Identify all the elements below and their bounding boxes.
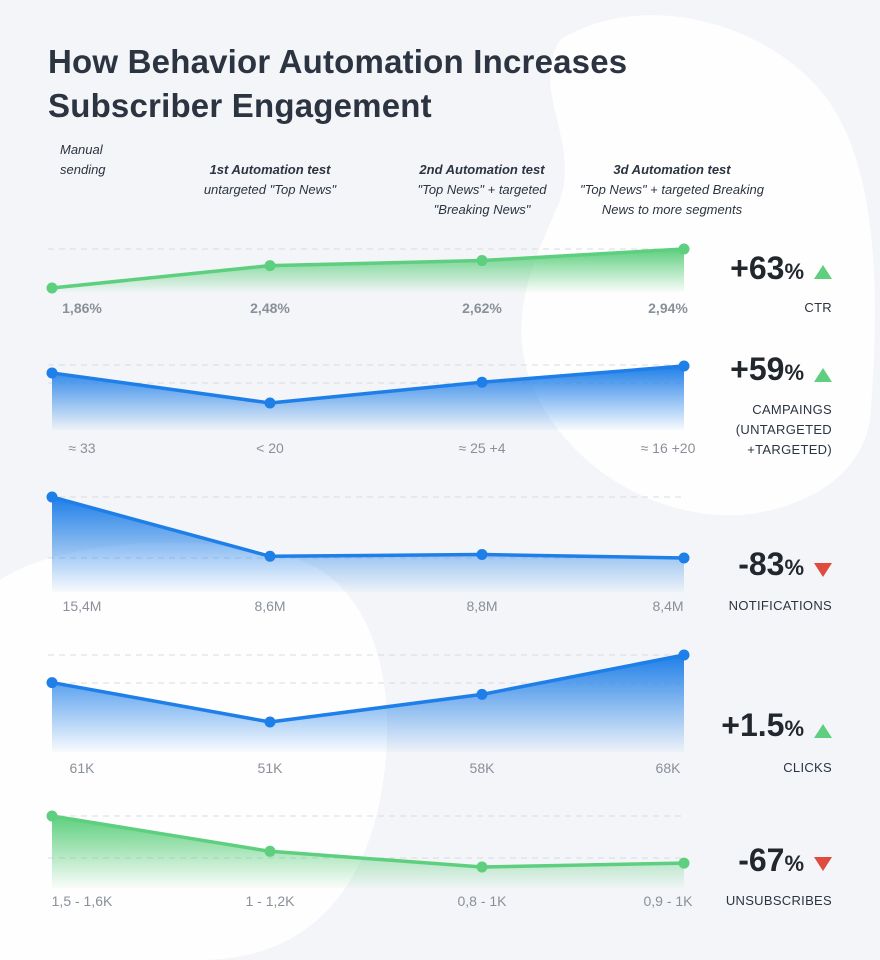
chart-panel-unsubscribes: 1,5 - 1,6K 1 - 1,2K 0,8 - 1K 0,9 - 1K	[46, 810, 693, 909]
data-point	[264, 716, 276, 728]
data-point	[264, 550, 276, 562]
change-unit: %	[784, 851, 804, 876]
data-label: 61K	[70, 760, 96, 776]
chart-panel-notifications: 15,4M 8,6M 8,8M 8,4M	[46, 491, 690, 614]
change-number: +59	[730, 351, 785, 387]
data-point	[46, 367, 58, 379]
data-label: 2,62%	[462, 300, 502, 316]
data-label: 1 - 1,2K	[245, 893, 295, 909]
data-point	[46, 677, 58, 689]
stage-desc: "Top News" + targeted Breaking News to m…	[580, 182, 764, 217]
data-label: 68K	[656, 760, 682, 776]
metric-label: UNSUBSCRIBES	[725, 893, 832, 908]
stage-title: 3d Automation test	[613, 162, 731, 177]
data-point	[678, 649, 690, 661]
series-area	[52, 366, 684, 430]
series-area	[52, 497, 684, 592]
triangle-up-icon	[814, 265, 832, 279]
chart-panel-clicks: 61K 51K 58K 68K	[46, 649, 690, 776]
data-point	[678, 243, 690, 255]
stage-title: 2nd Automation test	[419, 162, 545, 177]
data-point	[678, 552, 690, 564]
series-line	[51, 364, 685, 405]
chart-panel-campaings: ≈ 33 < 20 ≈ 25 +4 ≈ 16 +20	[46, 360, 696, 456]
data-label: 1,5 - 1,6K	[52, 893, 113, 909]
change-unit: %	[784, 259, 804, 284]
data-label: 2,48%	[250, 300, 290, 316]
page-title: How Behavior Automation Increases Subscr…	[48, 43, 628, 124]
change-value: -67%	[738, 842, 804, 879]
data-label: < 20	[256, 440, 284, 456]
data-point	[476, 376, 488, 388]
data-point	[264, 260, 276, 272]
data-label: 8,6M	[254, 598, 285, 614]
metric-label: CLICKS	[783, 760, 832, 775]
data-label: 8,8M	[466, 598, 497, 614]
change-value: +63%	[730, 250, 804, 287]
change-value: -83%	[738, 546, 804, 583]
chart-panel-ctr: 1,86% 2,48% 2,62% 2,94%	[46, 243, 690, 316]
stage-manual: Manual sending	[60, 142, 106, 180]
data-point	[476, 549, 488, 561]
change-unit: %	[784, 360, 804, 385]
stage-1st-test: 1st Automation test untargeted "Top News…	[190, 160, 350, 200]
change-number: +63	[730, 250, 785, 286]
data-point	[46, 491, 58, 503]
change-value: +1.5%	[721, 707, 804, 744]
metric-label: CAMPAINGS (UNTARGETED +TARGETED)	[735, 402, 832, 457]
data-label: 2,94%	[648, 300, 688, 316]
series-area	[52, 655, 684, 752]
triangle-up-icon	[814, 368, 832, 382]
metric-label: NOTIFICATIONS	[728, 598, 832, 613]
series-line	[51, 653, 685, 724]
data-point	[678, 360, 690, 372]
stage-title: 1st Automation test	[209, 162, 331, 177]
stage-desc: Manual sending	[60, 142, 106, 177]
data-label: 1,86%	[62, 300, 102, 316]
stage-3d-test: 3d Automation test "Top News" + targeted…	[572, 160, 772, 220]
data-point	[476, 861, 488, 873]
data-label: 0,8 - 1K	[457, 893, 507, 909]
triangle-down-icon	[814, 563, 832, 577]
data-label: 58K	[470, 760, 496, 776]
data-label: 0,9 - 1K	[643, 893, 693, 909]
data-label: 15,4M	[63, 598, 102, 614]
data-label: ≈ 25 +4	[459, 440, 506, 456]
change-value: +59%	[730, 351, 804, 388]
change-number: -67	[738, 842, 785, 878]
data-point	[46, 282, 58, 294]
series-line	[51, 495, 685, 560]
stage-desc: untargeted "Top News"	[203, 182, 337, 197]
series-line	[51, 247, 685, 290]
change-number: -83	[738, 546, 785, 582]
data-label: 51K	[258, 760, 284, 776]
data-point	[264, 397, 276, 409]
stage-2nd-test: 2nd Automation test "Top News" + targete…	[402, 160, 562, 220]
data-point	[264, 845, 276, 857]
change-unit: %	[784, 716, 804, 741]
series-line	[51, 814, 685, 869]
data-point	[476, 255, 488, 267]
triangle-up-icon	[814, 724, 832, 738]
data-point	[678, 857, 690, 869]
data-label: ≈ 33	[68, 440, 95, 456]
data-point	[476, 688, 488, 700]
change-unit: %	[784, 555, 804, 580]
change-number: +1.5	[721, 707, 785, 743]
triangle-down-icon	[814, 857, 832, 871]
series-area	[52, 816, 684, 888]
data-label: ≈ 16 +20	[641, 440, 696, 456]
stage-desc: "Top News" + targeted "Breaking News"	[417, 182, 547, 217]
metric-label: CTR	[804, 300, 832, 315]
data-point	[46, 810, 58, 822]
data-label: 8,4M	[652, 598, 683, 614]
